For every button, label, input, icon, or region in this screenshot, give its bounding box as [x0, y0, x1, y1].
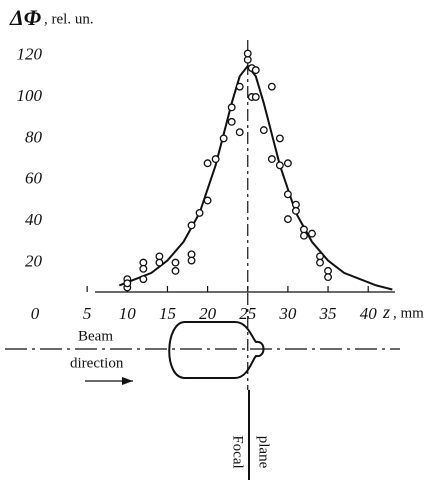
data-point: [171, 258, 180, 267]
y-tick-label: 40: [25, 210, 43, 229]
data-point: [219, 134, 228, 143]
y-tick-label: 60: [25, 169, 43, 188]
data-point: [275, 134, 284, 143]
data-point: [171, 266, 180, 275]
data-point: [251, 93, 260, 101]
data-point: [139, 275, 148, 284]
data-point: [235, 128, 244, 137]
data-point: [155, 258, 164, 267]
data-point: [203, 159, 212, 168]
data-point: [187, 221, 196, 230]
focal-label: Focal: [230, 435, 246, 468]
data-point: [195, 208, 204, 217]
y-tick-label: 120: [17, 45, 43, 64]
beam-profile: [168, 321, 265, 379]
x-tick-label: 20: [199, 304, 217, 323]
data-point: [235, 82, 244, 91]
data-point: [275, 161, 284, 170]
data-point: [283, 190, 292, 199]
data-point: [324, 273, 332, 282]
data-point: [308, 229, 316, 238]
y-tick-label: 20: [25, 252, 43, 271]
x-tick-label: 25: [239, 304, 256, 323]
x-tick-label: 35: [319, 304, 337, 323]
data-point: [316, 258, 324, 267]
data-point: [259, 126, 268, 135]
data-point: [227, 117, 236, 126]
y-tick-label: 80: [25, 127, 43, 146]
y-axis-unit: , rel. un.: [44, 11, 94, 27]
data-point: [139, 264, 148, 273]
data-point: [283, 215, 292, 224]
x-tick-label: 40: [360, 304, 378, 323]
data-point: [300, 231, 308, 240]
beam-label: Beam: [78, 328, 113, 344]
x-tick-label: 10: [119, 304, 137, 323]
x-axis-symbol: z: [382, 302, 390, 322]
data-point: [227, 103, 236, 112]
data-point: [243, 49, 252, 58]
x-tick-label: 15: [159, 304, 176, 323]
data-point: [203, 196, 212, 205]
data-point: [283, 159, 292, 168]
data-point: [251, 66, 260, 75]
x-axis-unit: , mm: [393, 305, 424, 321]
data-point: [291, 206, 300, 215]
data-point: [267, 82, 276, 91]
x-tick-label: 5: [83, 304, 92, 323]
y-tick-label: 100: [17, 86, 43, 105]
arrow-head: [122, 377, 133, 385]
y-axis-symbol: ΔΦ: [9, 5, 41, 30]
data-point: [187, 256, 196, 265]
data-point: [267, 155, 276, 164]
data-point: [123, 279, 132, 288]
beam-label: direction: [70, 355, 124, 371]
focal-label: plane: [256, 436, 272, 469]
x-tick-label: 0: [31, 304, 40, 323]
data-point: [211, 155, 220, 164]
x-tick-label: 30: [278, 304, 297, 323]
